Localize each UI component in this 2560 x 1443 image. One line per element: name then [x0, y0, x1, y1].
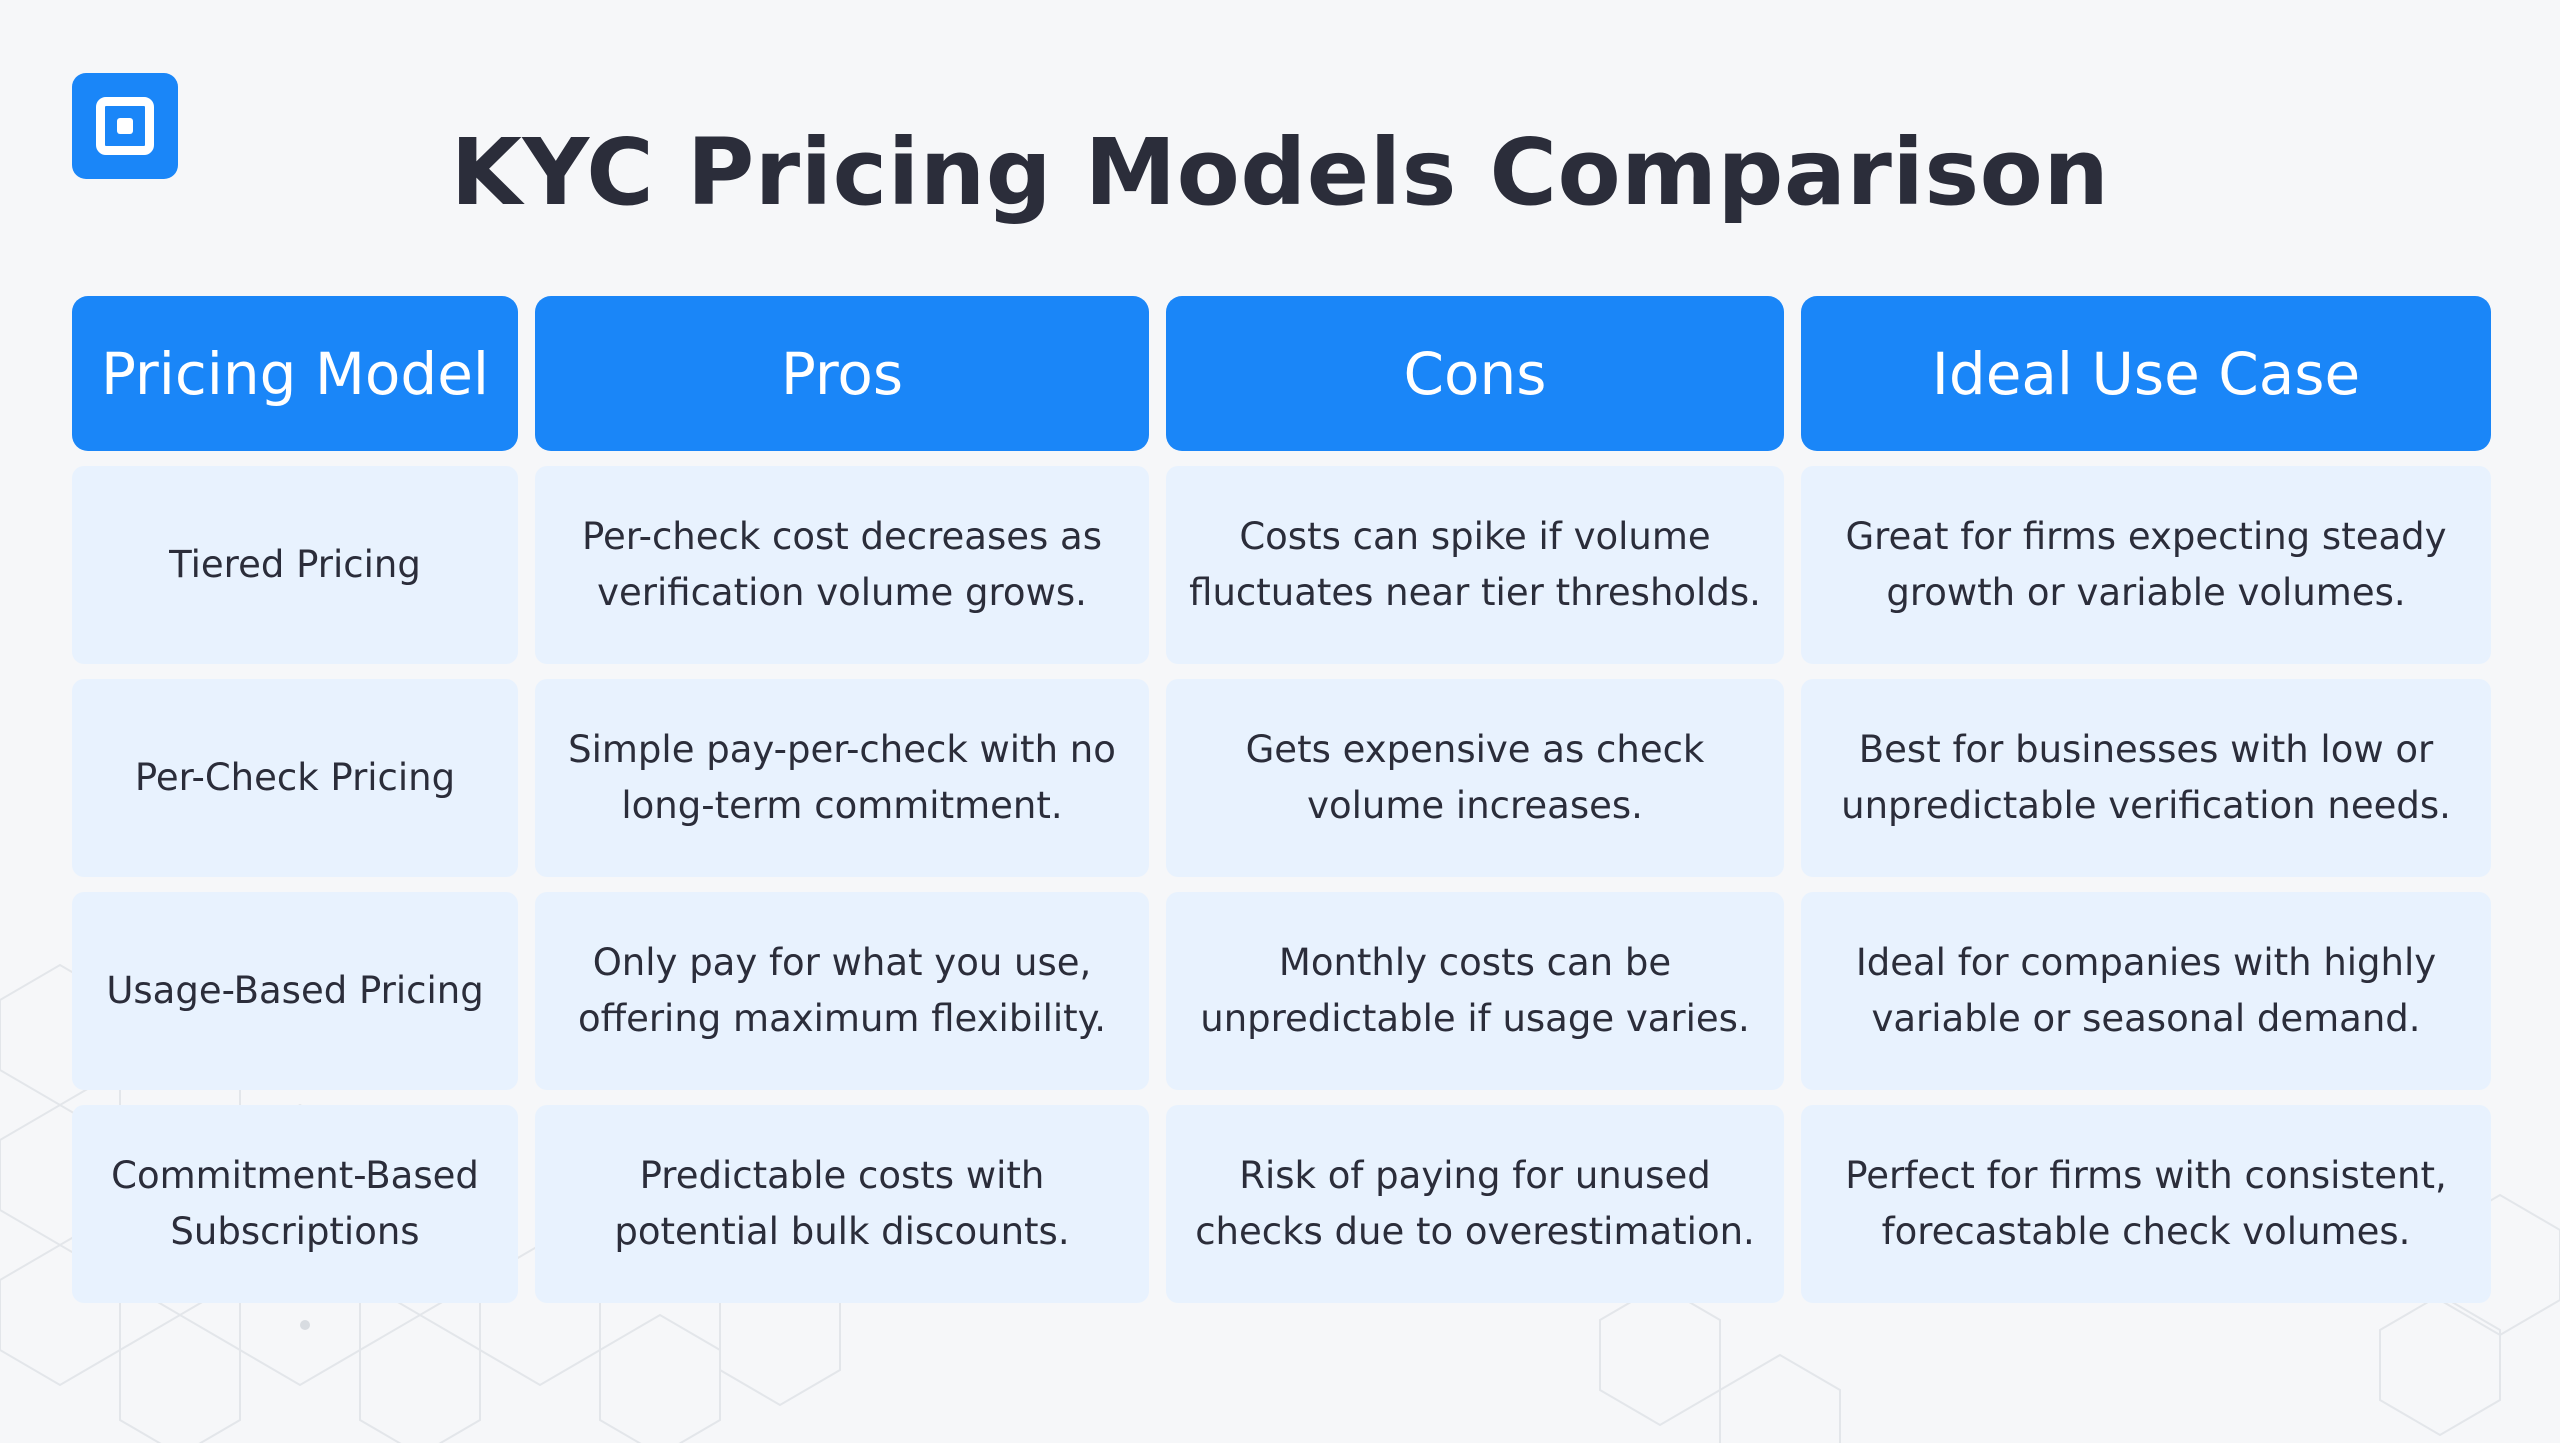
header-pros: Pros	[535, 296, 1149, 451]
cell-cons: Gets expensive as check volume increases…	[1166, 679, 1784, 877]
cell-use-case: Ideal for companies with highly variable…	[1801, 892, 2491, 1090]
comparison-table: Pricing Model Pros Cons Ideal Use Case T…	[72, 296, 2491, 1303]
cell-pros: Only pay for what you use, offering maxi…	[535, 892, 1149, 1090]
cell-cons: Costs can spike if volume fluctuates nea…	[1166, 466, 1784, 664]
page-title: KYC Pricing Models Comparison	[450, 119, 2110, 226]
cell-model: Commitment-Based Subscriptions	[72, 1105, 518, 1303]
cell-pros: Predictable costs with potential bulk di…	[535, 1105, 1149, 1303]
cell-use-case: Great for firms expecting steady growth …	[1801, 466, 2491, 664]
cell-use-case: Best for businesses with low or unpredic…	[1801, 679, 2491, 877]
logo-dot	[117, 118, 133, 134]
header-ideal-use-case: Ideal Use Case	[1801, 296, 2491, 451]
cell-pros: Simple pay-per-check with no long-term c…	[535, 679, 1149, 877]
logo-ring	[96, 97, 154, 155]
cell-model: Per-Check Pricing	[72, 679, 518, 877]
cell-pros: Per-check cost decreases as verification…	[535, 466, 1149, 664]
cell-cons: Risk of paying for unused checks due to …	[1166, 1105, 1784, 1303]
brand-logo-icon	[72, 73, 178, 179]
cell-use-case: Perfect for firms with consistent, forec…	[1801, 1105, 2491, 1303]
header-pricing-model: Pricing Model	[72, 296, 518, 451]
cell-model: Tiered Pricing	[72, 466, 518, 664]
header-cons: Cons	[1166, 296, 1784, 451]
cell-model: Usage-Based Pricing	[72, 892, 518, 1090]
cell-cons: Monthly costs can be unpredictable if us…	[1166, 892, 1784, 1090]
